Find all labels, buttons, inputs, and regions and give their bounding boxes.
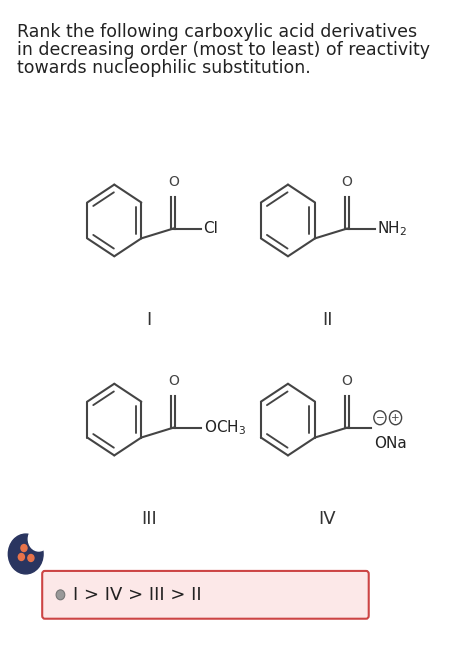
Text: towards nucleophilic substitution.: towards nucleophilic substitution. <box>17 59 311 77</box>
Circle shape <box>18 553 24 561</box>
Text: III: III <box>141 510 157 528</box>
Circle shape <box>56 590 65 600</box>
Text: I > IV > III > II: I > IV > III > II <box>73 586 201 604</box>
Text: II: II <box>322 311 332 329</box>
Text: Cl: Cl <box>204 221 219 236</box>
Text: IV: IV <box>318 510 336 528</box>
Text: OCH$_3$: OCH$_3$ <box>204 419 246 437</box>
FancyBboxPatch shape <box>42 571 369 619</box>
Text: O: O <box>341 175 352 189</box>
Text: NH$_2$: NH$_2$ <box>377 219 408 238</box>
Text: O: O <box>341 374 352 388</box>
Text: in decreasing order (most to least) of reactivity: in decreasing order (most to least) of r… <box>17 41 430 59</box>
Text: ONa: ONa <box>374 435 407 451</box>
Text: I: I <box>146 311 152 329</box>
Text: Rank the following carboxylic acid derivatives: Rank the following carboxylic acid deriv… <box>17 23 417 41</box>
Circle shape <box>28 527 49 551</box>
Circle shape <box>9 534 43 574</box>
Text: O: O <box>168 374 179 388</box>
Circle shape <box>21 544 27 551</box>
Circle shape <box>28 555 34 561</box>
Text: −: − <box>375 413 384 422</box>
Text: O: O <box>168 175 179 189</box>
Text: +: + <box>391 413 400 422</box>
